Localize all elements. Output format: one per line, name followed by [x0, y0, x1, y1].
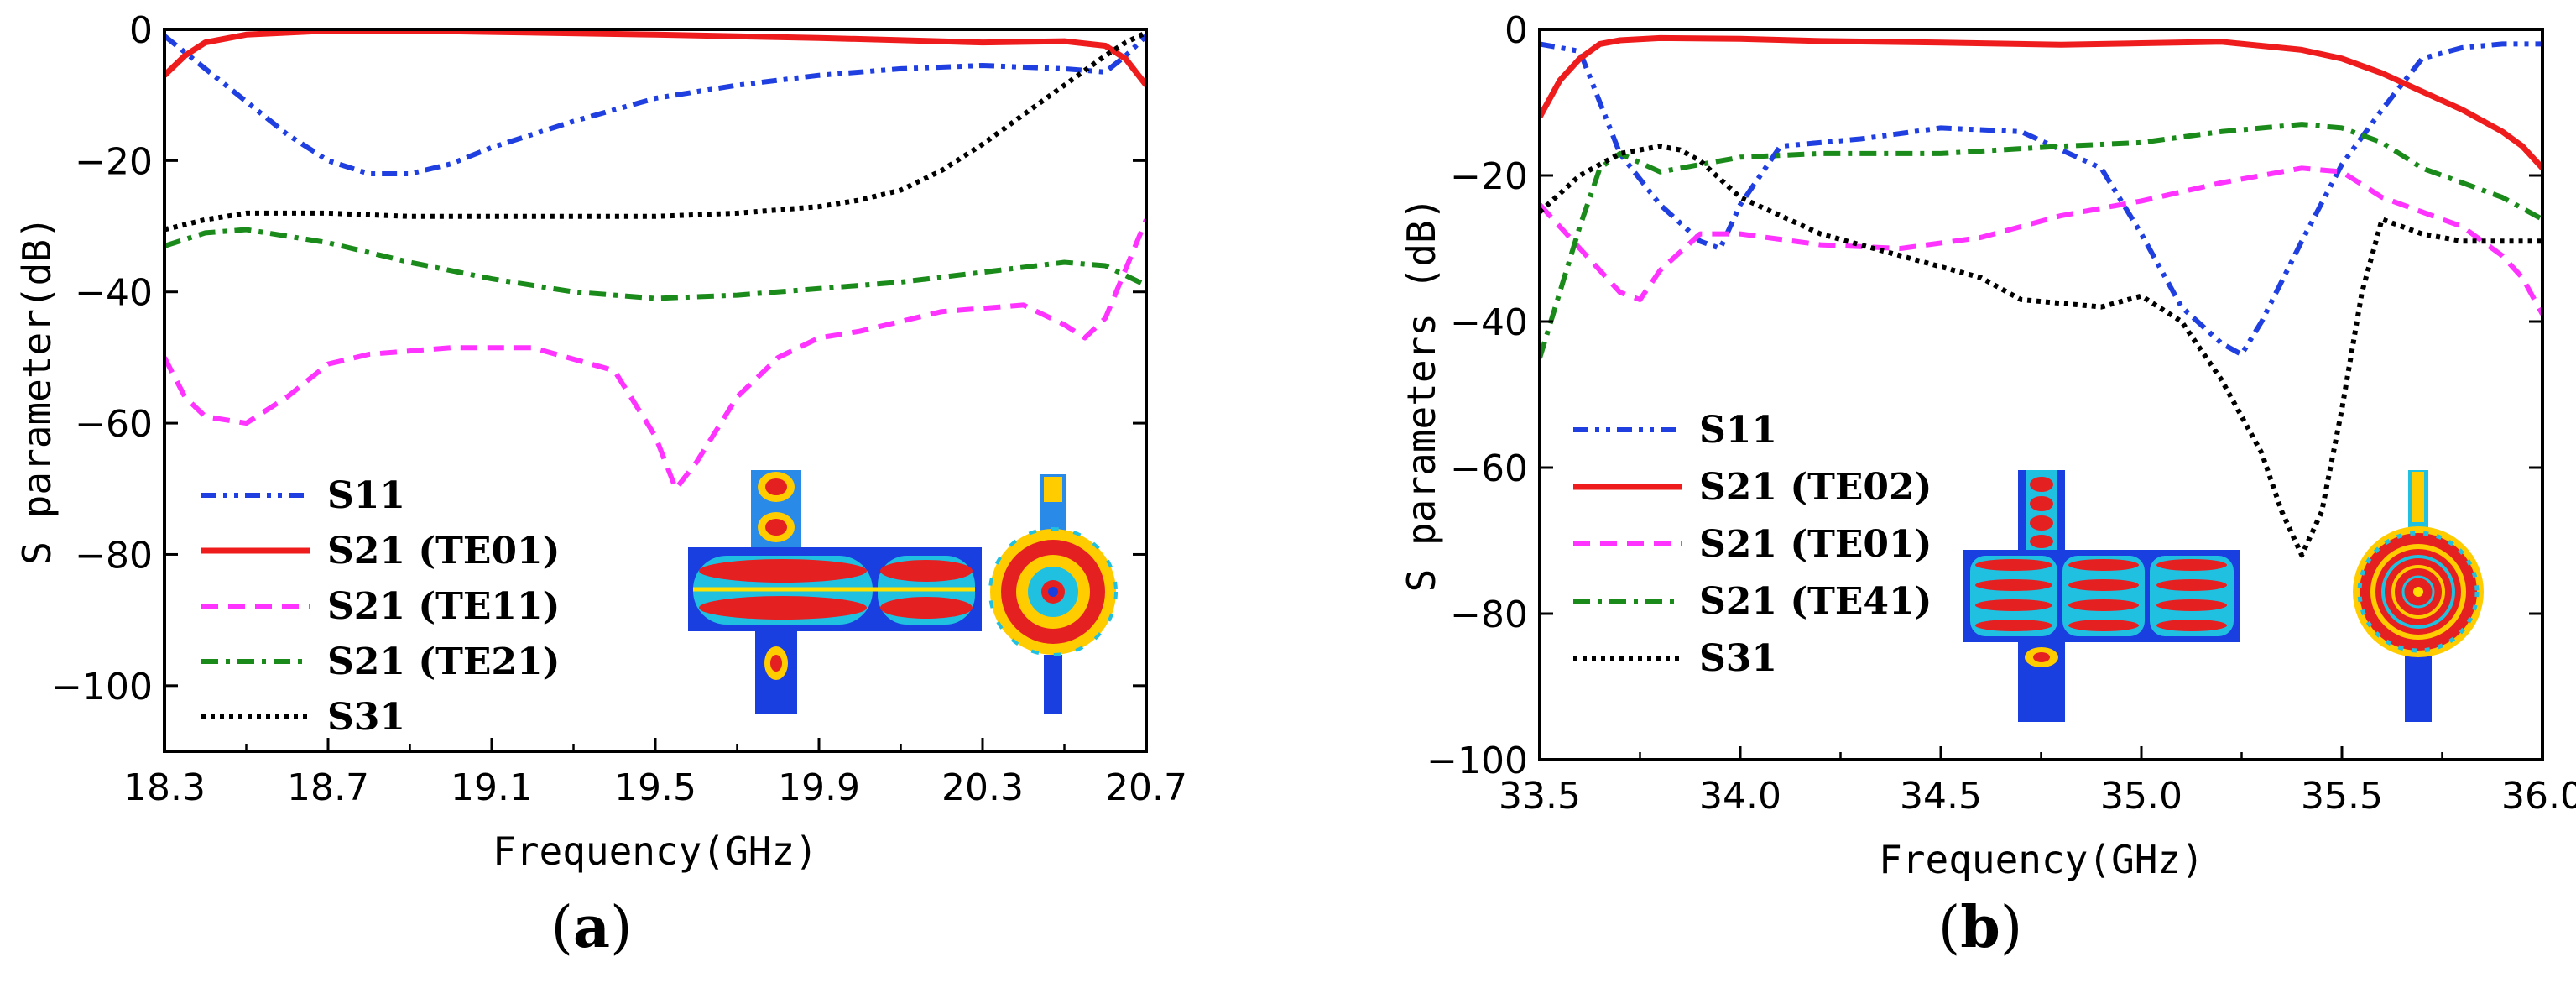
- x-tick-label-b-1: 34.0: [1699, 775, 1781, 818]
- y-tick-label-b-0: 0: [1504, 9, 1528, 52]
- series-line-a-0: [164, 34, 1146, 176]
- legend-item-s21-te11-a: S21 (TE11): [201, 585, 560, 628]
- svg-text:S11: S11: [327, 474, 405, 517]
- y-tick-label-a-0: 0: [129, 9, 153, 52]
- x-tick-label-a-2: 19.1: [451, 766, 533, 809]
- x-tick-label-a-0: 18.3: [123, 766, 206, 809]
- series-line-b-2: [1540, 165, 2542, 316]
- series-line-b-1: [1540, 34, 2542, 170]
- x-tick-label-a-3: 19.5: [614, 766, 696, 809]
- legend-b: S11 S21 (TE02) S21 (TE01) S21 (TE41) S31: [1573, 409, 1932, 680]
- x-tick-label-b-2: 34.5: [1900, 775, 1982, 818]
- field-inset-circle-a: [988, 474, 1118, 714]
- legend-a: S11 S21 (TE01) S21 (TE11) S21 (TE21) S31: [201, 474, 560, 739]
- field-inset-rect-b: [1963, 470, 2240, 722]
- x-tick-label-b-5: 36.0: [2501, 775, 2576, 818]
- legend-item-s11-b: S11: [1573, 409, 1777, 452]
- svg-text:S21 (TE01): S21 (TE01): [327, 530, 560, 573]
- series-line-b-0: [1540, 41, 2542, 358]
- svg-text:S21 (TE02): S21 (TE02): [1699, 466, 1932, 509]
- plot-frame-a: [163, 28, 1148, 753]
- plot-area-a: [164, 29, 1146, 492]
- legend-item-s31-b: S31: [1573, 637, 1777, 680]
- svg-text:S21 (TE11): S21 (TE11): [327, 585, 560, 628]
- legend-item-s11-a: S11: [201, 474, 405, 517]
- panel-label-b: (b): [1938, 894, 2023, 961]
- field-inset-rect-a: [688, 470, 982, 714]
- legend-item-s31-a: S31: [201, 696, 405, 739]
- y-tick-label-b-4: −80: [1450, 593, 1528, 636]
- svg-text:S31: S31: [1699, 637, 1777, 680]
- x-tick-label-a-5: 20.3: [941, 766, 1024, 809]
- legend-item-s21-te02-b: S21 (TE02): [1573, 466, 1932, 509]
- x-tick-label-a-6: 20.7: [1105, 766, 1187, 809]
- svg-text:S11: S11: [1699, 409, 1777, 452]
- y-tick-label-a-3: −60: [75, 403, 153, 446]
- ticks-b: 33.5 34.0 34.5 35.0 35.5 36.0 0 −20 −40 −60 −80 −10…: [1426, 9, 2576, 818]
- legend-item-s21-te41-b: S21 (TE41): [1573, 580, 1932, 623]
- y-tick-label-a-1: −20: [75, 140, 153, 183]
- y-axis-title-a: S parameter(dB): [14, 216, 60, 564]
- x-tick-label-a-4: 19.9: [778, 766, 860, 809]
- series-line-b-4: [1540, 144, 2542, 558]
- field-inset-circle-b: [2353, 470, 2484, 722]
- legend-item-s21-te21-a: S21 (TE21): [201, 641, 560, 683]
- plot-area-b: [1540, 34, 2542, 558]
- x-axis-title-b: Frequency(GHz): [1879, 837, 2204, 882]
- y-tick-label-b-1: −20: [1450, 155, 1528, 198]
- y-tick-label-b-5: −100: [1426, 740, 1528, 782]
- panel-b: 33.5 34.0 34.5 35.0 35.5 36.0 0 −20 −40 −60 −80 −10…: [1399, 9, 2576, 961]
- y-tick-label-a-5: −100: [51, 666, 153, 708]
- x-tick-label-b-4: 35.5: [2301, 775, 2383, 818]
- panel-label-a: (a): [550, 894, 632, 961]
- y-tick-label-a-4: −80: [75, 534, 153, 577]
- series-line-a-3: [164, 227, 1146, 301]
- panel-a: 18.3 18.7 19.1 19.5 19.9 20.3 20.7 0 −20 −40 −60 −8…: [14, 9, 1187, 961]
- series-line-a-2: [164, 218, 1146, 492]
- series-line-a-4: [164, 30, 1146, 233]
- y-tick-label-b-2: −40: [1450, 301, 1528, 344]
- x-tick-label-a-1: 18.7: [287, 766, 369, 809]
- svg-text:S21 (TE01): S21 (TE01): [1699, 523, 1932, 566]
- y-tick-label-b-3: −60: [1450, 447, 1528, 490]
- legend-item-s21-te01-b: S21 (TE01): [1573, 523, 1932, 566]
- x-tick-label-b-0: 33.5: [1499, 775, 1581, 818]
- ticks-a: 18.3 18.7 19.1 19.5 19.9 20.3 20.7 0 −20 −40 −60 −8…: [51, 9, 1187, 809]
- series-line-a-1: [164, 29, 1146, 87]
- y-axis-title-b: S parameters (dB): [1399, 197, 1444, 593]
- svg-text:S21 (TE21): S21 (TE21): [327, 641, 560, 683]
- svg-text:S21 (TE41): S21 (TE41): [1699, 580, 1932, 623]
- svg-text:S31: S31: [327, 696, 405, 739]
- x-axis-title-a: Frequency(GHz): [493, 829, 818, 874]
- legend-item-s21-te01-a: S21 (TE01): [201, 530, 560, 573]
- y-tick-label-a-2: −40: [75, 272, 153, 315]
- x-tick-label-b-3: 35.0: [2100, 775, 2182, 818]
